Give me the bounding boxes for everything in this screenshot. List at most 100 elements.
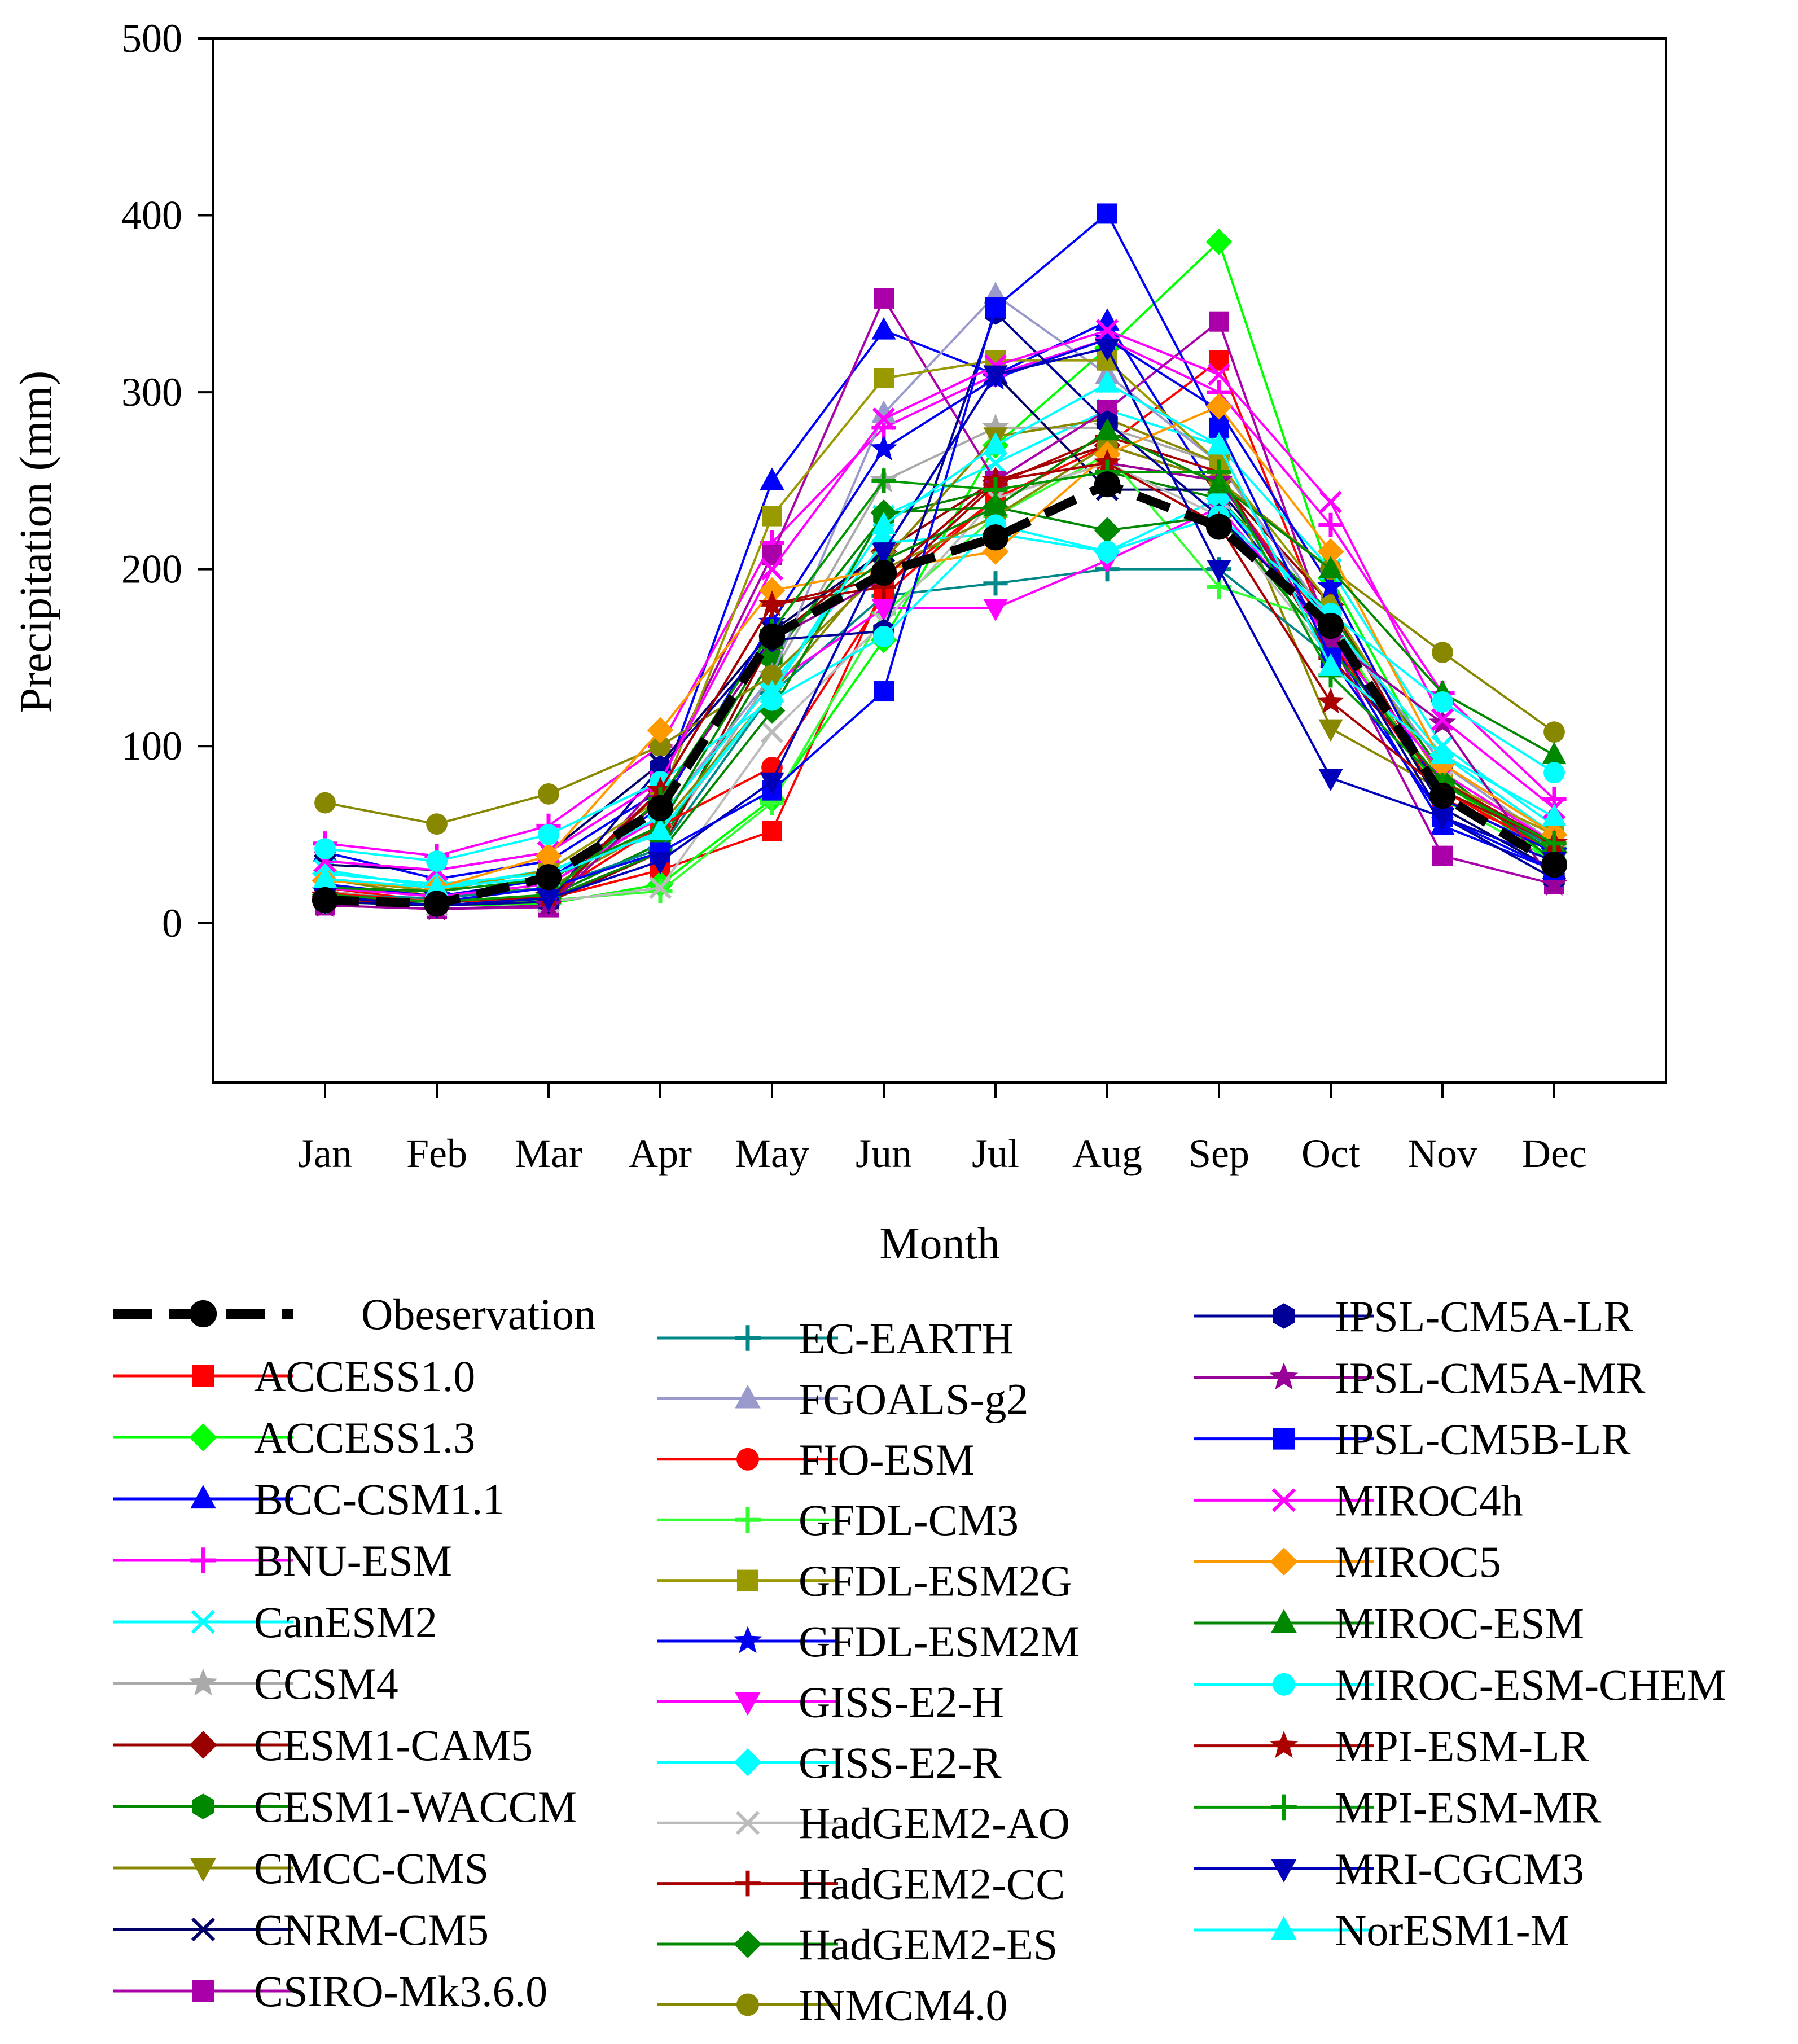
series-lines	[312, 203, 1568, 921]
series-miroc4h	[313, 319, 1566, 881]
x-tick-label-feb: Feb	[406, 1131, 467, 1176]
legend-label: CanESM2	[254, 1598, 437, 1647]
data-point	[760, 721, 784, 744]
x-tick-label-dec: Dec	[1521, 1131, 1587, 1176]
data-point	[314, 792, 336, 814]
data-point	[1097, 541, 1118, 563]
data-point	[1430, 808, 1455, 831]
data-point	[1207, 363, 1231, 386]
data-point	[760, 679, 784, 703]
legend-marker	[1271, 1488, 1296, 1512]
legend-marker	[735, 1692, 761, 1716]
legend-entry-canesm2: CanESM2	[113, 1598, 437, 1647]
legend-label: CCSM4	[254, 1659, 398, 1708]
data-point	[1207, 560, 1231, 583]
legend-label: MPI-ESM-MR	[1335, 1783, 1601, 1832]
legend-entry-hadgem2-cc: HadGEM2-CC	[657, 1859, 1065, 1909]
series-line	[324, 497, 1555, 885]
data-point	[1318, 512, 1343, 537]
series-cnrm-cm5	[313, 363, 1566, 881]
legend-entry-gfdl-esm2g: GFDL-ESM2G	[657, 1556, 1072, 1606]
series-line	[324, 372, 1555, 871]
data-point	[1318, 769, 1343, 792]
data-point	[648, 876, 672, 900]
legend-entry-miroc5: MIROC5	[1194, 1537, 1501, 1586]
data-point	[538, 783, 559, 805]
legend-marker	[737, 1569, 758, 1591]
legend-label: IPSL-CM5A-LR	[1335, 1292, 1633, 1341]
legend-entry-mpi-esm-lr: MPI-ESM-LR	[1194, 1722, 1589, 1771]
legend-marker	[1271, 1794, 1297, 1821]
series-observation	[312, 471, 1568, 917]
legend-marker	[734, 1748, 762, 1777]
legend-entry-fgoals-g2: FGOALS-g2	[657, 1374, 1028, 1423]
legend-marker	[1273, 1673, 1295, 1696]
legend-entry-giss-e2-h: GISS-E2-H	[657, 1677, 1004, 1726]
legend-label: CESM1-WACCM	[254, 1782, 577, 1831]
data-point	[535, 843, 562, 870]
data-point	[983, 571, 1008, 596]
observation-point	[1429, 782, 1456, 809]
legend-label: MIROC5	[1335, 1537, 1501, 1586]
legend-label: MIROC-ESM-CHEM	[1335, 1660, 1726, 1709]
legend-entry-fio-esm: FIO-ESM	[657, 1435, 975, 1484]
legend-label: NorESM1-M	[1335, 1906, 1569, 1955]
legend-label: BNU-ESM	[254, 1536, 452, 1585]
x-tick-label-apr: Apr	[629, 1131, 692, 1176]
legend-marker	[189, 1731, 217, 1759]
legend-marker	[735, 1870, 761, 1897]
y-axis-title: Precipitation (mm)	[11, 371, 61, 713]
series-gfdl-esm2m	[312, 324, 1568, 909]
legend-entry-inmcm4-0: INMCM4.0	[657, 1980, 1008, 2029]
x-axis-title: Month	[879, 1219, 999, 1269]
legend-marker	[190, 1858, 216, 1882]
series-line	[324, 296, 1555, 910]
legend-entry-miroc-esm-chem: MIROC-ESM-CHEM	[1194, 1660, 1726, 1709]
data-point	[874, 368, 894, 389]
series-access1-0	[315, 350, 1564, 913]
data-point	[1097, 203, 1117, 224]
data-point	[982, 413, 1009, 440]
data-point	[1432, 691, 1453, 713]
data-point	[873, 625, 894, 647]
data-point	[1317, 572, 1344, 599]
legend-label: CESM1-CAM5	[254, 1721, 533, 1770]
legend-entry-cesm1-waccm: CESM1-WACCM	[113, 1782, 577, 1831]
legend-marker	[192, 1365, 214, 1387]
legend-marker	[1273, 1428, 1295, 1450]
x-tick-label-aug: Aug	[1072, 1131, 1142, 1176]
series-line	[324, 453, 1555, 907]
data-point	[1431, 708, 1454, 731]
x-tick-label-sep: Sep	[1189, 1131, 1249, 1176]
series-line	[324, 329, 1555, 871]
legend-entry-ipsl-cm5a-lr: IPSL-CM5A-LR	[1194, 1292, 1633, 1341]
y-tick-label: 400	[121, 193, 182, 238]
legend-entry-miroc-esm: MIROC-ESM	[1194, 1599, 1584, 1648]
data-point	[426, 850, 448, 872]
legend-entry-cesm1-cam5: CESM1-CAM5	[113, 1721, 533, 1770]
data-point	[1094, 517, 1121, 544]
data-point	[536, 889, 561, 912]
x-tick-label-jun: Jun	[856, 1131, 912, 1176]
legend-label: IPSL-CM5A-MR	[1335, 1353, 1645, 1402]
series-mri-cgcm3	[313, 339, 1567, 919]
data-point	[871, 511, 896, 534]
observation-point	[312, 887, 339, 914]
legend-entry-mri-cgcm3: MRI-CGCM3	[1194, 1844, 1584, 1893]
legend-label: IPSL-CM5B-LR	[1335, 1415, 1630, 1464]
data-point	[1542, 831, 1567, 856]
legend: Obeservation ACCESS1.0 ACCESS1.3 BCC-CSM1.1…	[113, 1289, 1726, 2029]
legend-label: FGOALS-g2	[799, 1374, 1028, 1423]
legend-marker	[190, 1485, 216, 1509]
data-point	[314, 838, 336, 860]
legend-label: GISS-E2-R	[799, 1738, 1002, 1787]
legend-label: CSIRO-Mk3.6.0	[254, 1967, 547, 2016]
legend-entry-miroc4h: MIROC4h	[1194, 1476, 1523, 1525]
data-point	[1205, 229, 1233, 255]
data-point	[761, 664, 783, 686]
data-point	[1318, 719, 1343, 742]
legend-entry-ccsm4: CCSM4	[113, 1659, 398, 1708]
plot-area	[212, 37, 1667, 1084]
data-point	[874, 288, 894, 309]
data-point	[762, 821, 782, 841]
